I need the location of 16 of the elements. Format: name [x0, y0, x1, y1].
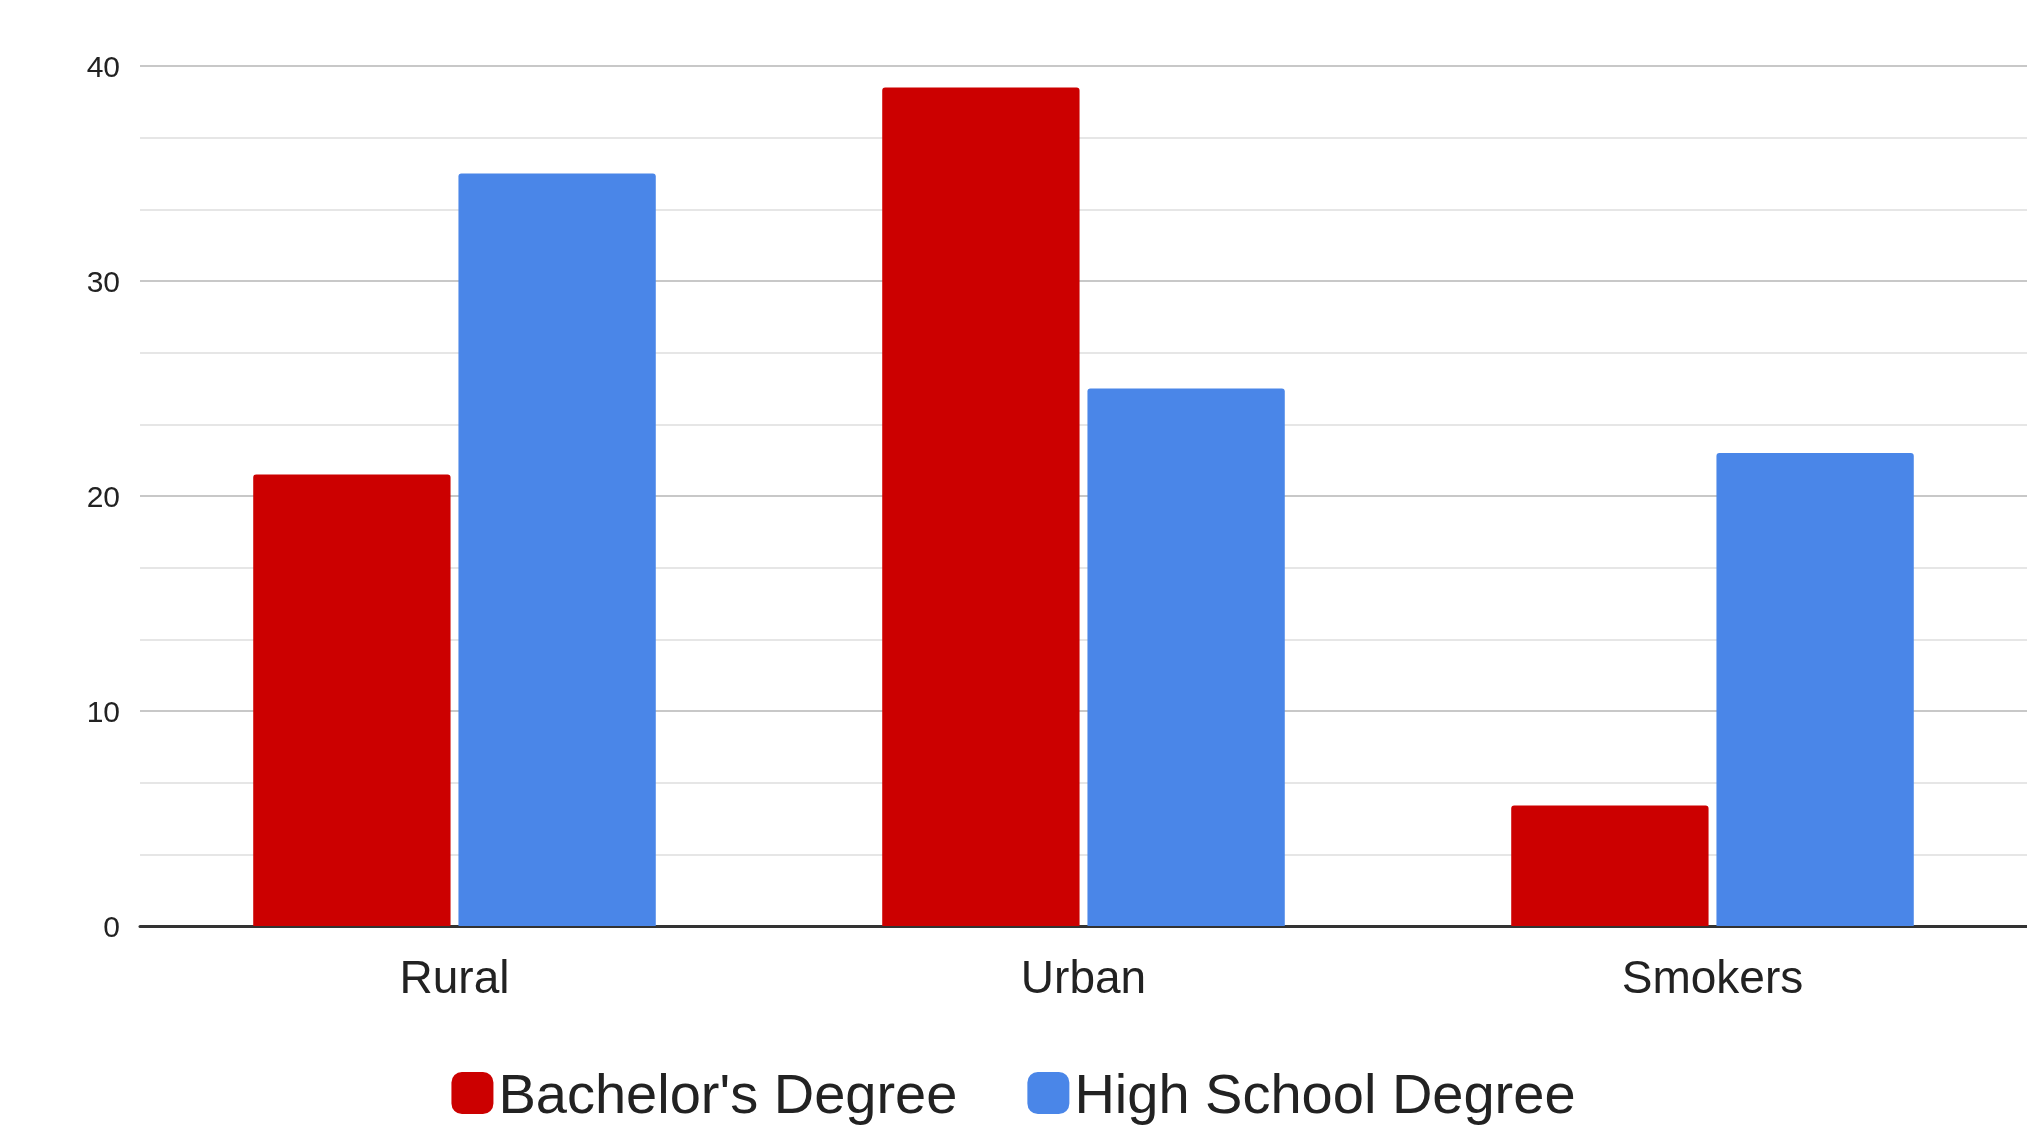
legend-label: High School Degree	[1074, 1061, 1576, 1125]
y-tick-label: 10	[86, 694, 120, 728]
legend-label: Bachelor's Degree	[498, 1061, 958, 1125]
y-tick-label: 30	[86, 264, 120, 298]
y-tick-label: 20	[86, 479, 120, 513]
x-tick-label: Urban	[1020, 951, 1147, 1003]
x-tick-label: Rural	[399, 951, 510, 1003]
bar	[1511, 805, 1709, 926]
x-tick-label: Smokers	[1621, 951, 1804, 1003]
y-tick-label: 0	[103, 909, 120, 943]
bar	[882, 87, 1080, 926]
y-tick-label: 40	[86, 49, 120, 83]
bar	[1087, 388, 1285, 926]
bar	[1716, 453, 1914, 926]
bar	[458, 173, 656, 926]
bar	[253, 474, 451, 926]
